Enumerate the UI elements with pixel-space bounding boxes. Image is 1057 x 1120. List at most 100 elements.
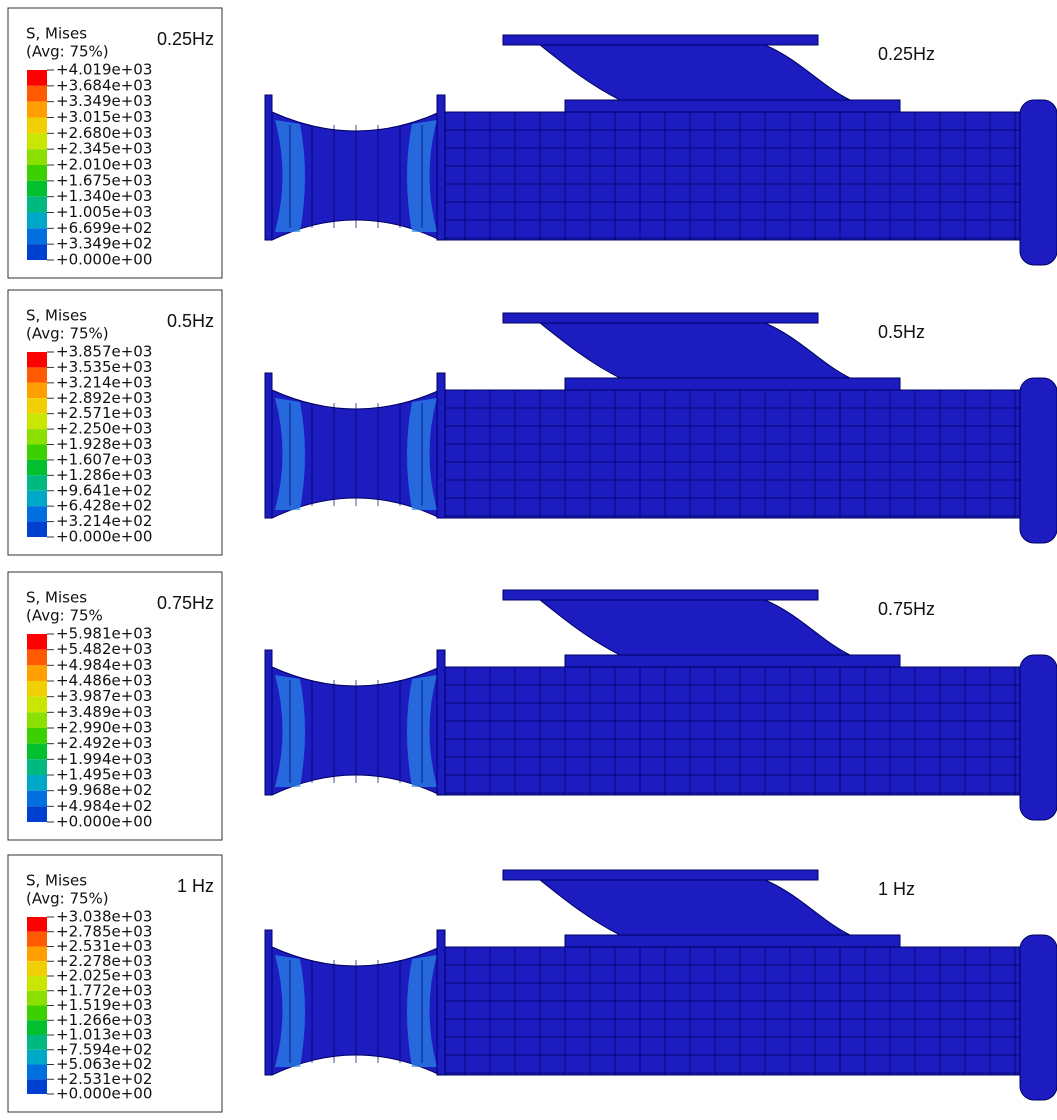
legend-value: +0.000e+00 bbox=[56, 1085, 152, 1103]
color-band bbox=[27, 947, 47, 962]
color-band bbox=[27, 1065, 47, 1080]
color-band bbox=[27, 917, 47, 932]
legend-value: +0.000e+00 bbox=[56, 251, 152, 269]
color-band bbox=[27, 522, 47, 537]
frequency-label: 0.5Hz bbox=[878, 322, 925, 342]
pipe bbox=[440, 112, 1020, 240]
color-band bbox=[27, 961, 47, 976]
legend-value: +0.000e+00 bbox=[56, 813, 152, 831]
model: 1 Hz bbox=[265, 870, 1057, 1100]
legend-average: (Avg: 75%) bbox=[26, 325, 109, 343]
legend-title: S, Mises bbox=[26, 307, 87, 325]
color-band bbox=[27, 712, 47, 728]
color-band bbox=[27, 634, 47, 650]
color-band bbox=[27, 352, 47, 367]
legend-title: S, Mises bbox=[26, 25, 87, 43]
color-band bbox=[27, 728, 47, 744]
figure: S, Mises(Avg: 75%)0.25Hz+4.019e+03+3.684… bbox=[0, 0, 1057, 1120]
bracket bbox=[540, 45, 850, 100]
left-flange bbox=[265, 373, 272, 518]
color-band bbox=[27, 133, 47, 149]
color-band bbox=[27, 697, 47, 713]
legend-average: (Avg: 75%) bbox=[26, 890, 109, 908]
color-band bbox=[27, 775, 47, 791]
color-band bbox=[27, 1035, 47, 1050]
color-band bbox=[27, 149, 47, 165]
color-band bbox=[27, 976, 47, 991]
color-band bbox=[27, 367, 47, 382]
base-plate bbox=[565, 935, 900, 947]
color-band bbox=[27, 744, 47, 760]
mid-flange bbox=[437, 650, 445, 795]
top-plate bbox=[503, 590, 818, 600]
left-flange bbox=[265, 930, 272, 1075]
color-band bbox=[27, 383, 47, 398]
model: 0.75Hz bbox=[265, 590, 1057, 820]
legend-average: (Avg: 75% bbox=[26, 607, 103, 625]
mid-flange bbox=[437, 930, 445, 1075]
left-flange bbox=[265, 650, 272, 795]
color-band bbox=[27, 1020, 47, 1035]
base-plate bbox=[565, 655, 900, 667]
end-cap bbox=[1020, 100, 1057, 265]
color-band bbox=[27, 665, 47, 681]
color-band bbox=[27, 460, 47, 475]
pipe bbox=[440, 390, 1020, 518]
pipe bbox=[440, 667, 1020, 795]
left-flange bbox=[265, 95, 272, 240]
bracket bbox=[540, 323, 850, 378]
legend-frequency: 0.25Hz bbox=[157, 29, 214, 49]
mid-flange bbox=[437, 373, 445, 518]
color-band bbox=[27, 244, 47, 260]
end-cap bbox=[1020, 655, 1057, 820]
color-band bbox=[27, 491, 47, 506]
color-band bbox=[27, 398, 47, 413]
color-band bbox=[27, 475, 47, 490]
color-band bbox=[27, 806, 47, 822]
color-band bbox=[27, 213, 47, 229]
color-band bbox=[27, 102, 47, 118]
color-band bbox=[27, 118, 47, 134]
base-plate bbox=[565, 100, 900, 112]
color-band bbox=[27, 70, 47, 86]
panel: S, Mises(Avg: 75%)0.25Hz+4.019e+03+3.684… bbox=[8, 8, 1057, 278]
color-band bbox=[27, 181, 47, 197]
color-band bbox=[27, 165, 47, 181]
color-band bbox=[27, 681, 47, 697]
color-band bbox=[27, 932, 47, 947]
color-band bbox=[27, 1079, 47, 1094]
mid-flange bbox=[437, 95, 445, 240]
color-band bbox=[27, 86, 47, 102]
top-plate bbox=[503, 313, 818, 323]
model: 0.25Hz bbox=[265, 35, 1057, 265]
top-plate bbox=[503, 35, 818, 45]
pipe bbox=[440, 947, 1020, 1075]
bracket bbox=[540, 600, 850, 655]
frequency-label: 1 Hz bbox=[878, 879, 915, 899]
color-band bbox=[27, 429, 47, 444]
color-band bbox=[27, 650, 47, 666]
panel: S, Mises(Avg: 75%)1 Hz+3.038e+03+2.785e+… bbox=[8, 855, 1057, 1112]
legend-value: +0.000e+00 bbox=[56, 528, 152, 546]
top-plate bbox=[503, 870, 818, 880]
color-band bbox=[27, 197, 47, 213]
legend-frequency: 0.75Hz bbox=[157, 593, 214, 613]
color-band bbox=[27, 1050, 47, 1065]
legend-frequency: 0.5Hz bbox=[167, 311, 214, 331]
model: 0.5Hz bbox=[265, 313, 1057, 543]
frequency-label: 0.25Hz bbox=[878, 44, 935, 64]
color-band bbox=[27, 445, 47, 460]
panel: S, Mises(Avg: 75%)0.5Hz+3.857e+03+3.535e… bbox=[8, 290, 1057, 555]
legend-title: S, Mises bbox=[26, 872, 87, 890]
color-band bbox=[27, 506, 47, 521]
legend-frequency: 1 Hz bbox=[177, 876, 214, 896]
panel: S, Mises(Avg: 75%0.75Hz+5.981e+03+5.482e… bbox=[8, 572, 1057, 840]
legend-average: (Avg: 75%) bbox=[26, 43, 109, 61]
color-band bbox=[27, 991, 47, 1006]
bracket bbox=[540, 880, 850, 935]
color-band bbox=[27, 1006, 47, 1021]
end-cap bbox=[1020, 935, 1057, 1100]
legend-title: S, Mises bbox=[26, 589, 87, 607]
frequency-label: 0.75Hz bbox=[878, 599, 935, 619]
color-band bbox=[27, 759, 47, 775]
